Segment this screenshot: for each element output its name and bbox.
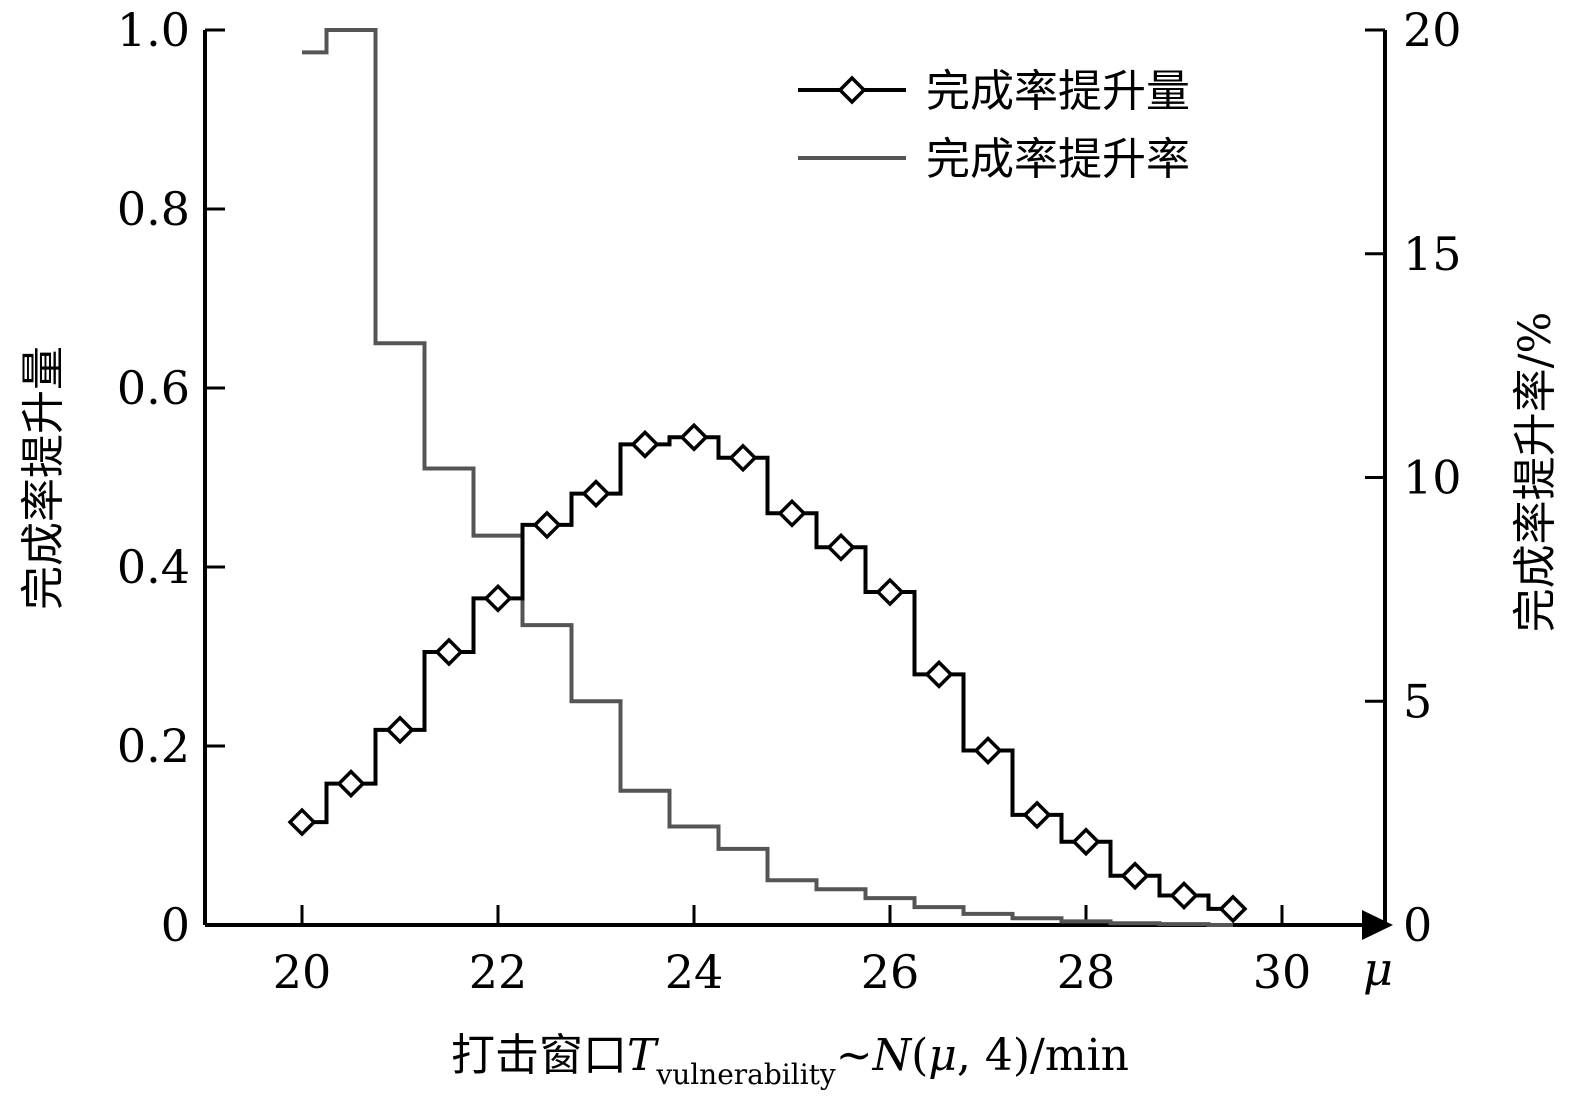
y-left-title: 完成率提升量 [18,346,69,610]
legend-amount-marker [837,75,867,105]
y-left-tick-label: 0.6 [117,361,190,415]
amount-point [1071,827,1101,857]
y-left-tick-label: 0 [161,898,190,952]
axes [203,30,1393,940]
amount-point [630,429,660,459]
amount-point [581,479,611,509]
amount-point [1120,861,1150,891]
rate-step-line [302,28,1233,927]
amount-point [483,583,513,613]
amount-point [287,807,317,837]
y-left-tick-label: 1.0 [117,3,190,57]
x-tick-label: 20 [273,945,332,999]
y-right-tick-label: 15 [1403,227,1462,281]
y-left-tick-label: 0.2 [117,719,190,773]
x-tick-label: 24 [665,945,724,999]
y-left-tick-label: 0.4 [117,540,190,594]
amount-point [532,510,562,540]
y-right-title: 完成率提升率/% [1510,312,1561,633]
amount-point [777,498,807,528]
amount-point [434,637,464,667]
legend-rate-label: 完成率提升率 [926,134,1190,185]
x-title-symbol: T [627,1030,660,1081]
series-amount [287,422,1248,924]
amount-point [973,736,1003,765]
amount-point [1022,800,1052,830]
y-right-tick-label: 0 [1403,898,1432,952]
y-left-tick-label: 0.8 [117,182,190,236]
series-rate [302,28,1233,927]
x-title-dist: N [872,1030,913,1081]
x-tick-label: 22 [469,945,528,999]
amount-point [728,443,758,473]
x-tick-label: 28 [1057,945,1116,999]
x-axis-title: 打击窗口Tvulnerability~N(μ, 4)/min [451,1030,1129,1091]
amount-point [875,577,905,607]
amount-point [679,422,709,452]
amount-point [924,659,954,689]
amount-point [336,769,366,799]
x-title-params: , 4)/min [957,1030,1129,1081]
x-axis-symbol: μ [1363,942,1393,996]
y-right-tick-label: 10 [1403,451,1462,505]
axis-titles: 完成率提升量 完成率提升率/%打击窗口Tvulnerability~N(μ, 4)… [18,312,1561,1091]
x-tick-label: 30 [1253,945,1312,999]
x-title-mu: μ [928,1030,957,1081]
x-title-prefix: 打击窗口 [451,1030,627,1081]
y-right-tick-label: 20 [1403,3,1462,57]
amount-point [1169,880,1199,910]
y-right-tick-label: 5 [1403,674,1432,728]
amount-point [1218,894,1248,924]
legend-amount-label: 完成率提升量 [926,66,1190,117]
x-tick-label: 26 [861,945,920,999]
amount-point [826,532,856,562]
x-title-tilde: ~ [836,1030,873,1081]
x-title-paren: ( [911,1030,928,1081]
amount-point [385,715,415,745]
x-title-subscript: vulnerability [655,1058,836,1091]
ticks: 0 0.2 0.4 0.6 0.8 1.0 0 5 10 15 20 20 22 24 26 28 30 μ [117,3,1462,999]
